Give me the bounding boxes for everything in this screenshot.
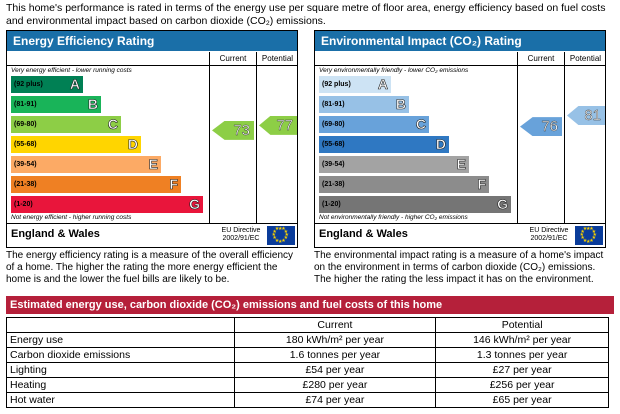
current-rating-pointer: 73 <box>212 120 254 140</box>
rating-band-b: (81-91) B <box>11 96 101 113</box>
energy-bottom-note: Not energy efficient - higher running co… <box>11 214 132 221</box>
band-letter: C <box>107 116 119 133</box>
environmental-impact-panel: Environmental Impact (CO₂) Rating Curren… <box>314 30 606 248</box>
costs-table: Current Potential Energy use 180 kWh/m² p… <box>6 317 609 408</box>
energy-current-header: Current <box>219 54 247 63</box>
band-letter: F <box>169 176 178 193</box>
band-letter: G <box>497 196 508 213</box>
environment-description: The environmental impact rating is a mea… <box>314 250 604 285</box>
rating-band-e: (39-54) E <box>319 156 469 173</box>
band-letter: C <box>415 116 427 133</box>
cost-potential-cell: 146 kWh/m² per year <box>435 332 609 348</box>
band-range: (55-68) <box>14 141 37 148</box>
costs-potential-header: Potential <box>435 317 609 333</box>
environment-top-note: Very environmentally friendly - lower CO… <box>319 67 469 74</box>
energy-top-note: Very energy efficient - lower running co… <box>11 67 132 74</box>
energy-eu-directive: EU Directive 2002/91/EC <box>221 227 261 242</box>
cost-current-cell: 180 kWh/m² per year <box>233 332 437 348</box>
cost-current-cell: £54 per year <box>233 362 437 378</box>
cost-current-cell: £280 per year <box>233 377 437 393</box>
band-letter: E <box>456 156 466 173</box>
cost-potential-cell: £65 per year <box>435 392 609 408</box>
band-letter: B <box>395 96 407 113</box>
rating-band-a: (92 plus) A <box>319 76 391 93</box>
table-row: Hot water £74 per year £65 per year <box>6 392 609 408</box>
cost-current-cell: £74 per year <box>233 392 437 408</box>
band-letter: G <box>189 196 200 213</box>
cost-label-cell: Carbon dioxide emissions <box>6 347 235 363</box>
environment-bottom-note: Not environmentally friendly - higher CO… <box>319 214 468 221</box>
rating-band-c: (69-80) C <box>11 116 121 133</box>
band-range: (81-91) <box>14 101 37 108</box>
rating-band-g: (1-20) G <box>11 196 203 213</box>
cost-label-cell: Hot water <box>6 392 235 408</box>
energy-efficiency-panel: Energy Efficiency Rating Current Potenti… <box>6 30 298 248</box>
cost-label-cell: Energy use <box>6 332 235 348</box>
band-range: (1-20) <box>14 201 33 208</box>
band-letter: A <box>69 76 81 93</box>
band-letter: F <box>477 176 486 193</box>
costs-header-row: Current Potential <box>6 317 609 333</box>
band-range: (92 plus) <box>322 81 351 88</box>
table-row: Carbon dioxide emissions 1.6 tonnes per y… <box>6 347 609 363</box>
energy-region-label: England & Wales <box>11 228 100 240</box>
rating-band-c: (69-80) C <box>319 116 429 133</box>
eu-flag-icon: ★ ★ ★ ★ ★ ★ ★ ★ ★ ★ ★ ★ <box>267 226 295 245</box>
cost-potential-cell: £256 per year <box>435 377 609 393</box>
costs-table-title: Estimated energy use, carbon dioxide (CO… <box>6 296 614 314</box>
costs-current-header: Current <box>233 317 437 333</box>
environment-panel-title: Environmental Impact (CO₂) Rating <box>315 31 605 51</box>
rating-band-f: (21-38) F <box>319 176 489 193</box>
rating-band-f: (21-38) F <box>11 176 181 193</box>
band-letter: E <box>148 156 158 173</box>
rating-band-e: (39-54) E <box>11 156 161 173</box>
band-range: (39-54) <box>322 161 345 168</box>
band-range: (1-20) <box>322 201 341 208</box>
rating-band-b: (81-91) B <box>319 96 409 113</box>
potential-rating-pointer: 81 <box>567 106 605 125</box>
energy-potential-header: Potential <box>261 54 294 63</box>
band-letter: D <box>127 136 139 153</box>
eu-flag-icon: ★ ★ ★ ★ ★ ★ ★ ★ ★ ★ ★ ★ <box>575 226 603 245</box>
table-row: Lighting £54 per year £27 per year <box>6 362 609 378</box>
environment-region-label: England & Wales <box>319 228 408 240</box>
rating-band-d: (55-68) D <box>11 136 141 153</box>
band-range: (39-54) <box>14 161 37 168</box>
cost-potential-cell: £27 per year <box>435 362 609 378</box>
cost-current-cell: 1.6 tonnes per year <box>233 347 437 363</box>
band-range: (69-80) <box>14 121 37 128</box>
rating-band-g: (1-20) G <box>319 196 511 213</box>
cost-label-cell: Heating <box>6 377 235 393</box>
cost-label-cell: Lighting <box>6 362 235 378</box>
band-range: (81-91) <box>322 101 345 108</box>
intro-text: This home's performance is rated in term… <box>6 2 606 27</box>
energy-panel-title: Energy Efficiency Rating <box>7 31 297 51</box>
band-letter: B <box>87 96 99 113</box>
cost-potential-cell: 1.3 tonnes per year <box>435 347 609 363</box>
rating-band-d: (55-68) D <box>319 136 449 153</box>
energy-description: The energy efficiency rating is a measur… <box>6 250 294 285</box>
band-letter: D <box>435 136 447 153</box>
table-row: Energy use 180 kWh/m² per year 146 kWh/m² … <box>6 332 609 348</box>
band-range: (92 plus) <box>14 81 43 88</box>
band-range: (21-38) <box>14 181 37 188</box>
environment-potential-header: Potential <box>569 54 602 63</box>
potential-rating-pointer: 77 <box>259 115 297 135</box>
environment-current-header: Current <box>527 54 555 63</box>
table-row: Heating £280 per year £256 per year <box>6 377 609 393</box>
rating-band-a: (92 plus) A <box>11 76 83 93</box>
environment-eu-directive: EU Directive 2002/91/EC <box>529 227 569 242</box>
band-letter: A <box>377 76 389 93</box>
band-range: (55-68) <box>322 141 345 148</box>
band-range: (69-80) <box>322 121 345 128</box>
band-range: (21-38) <box>322 181 345 188</box>
current-rating-pointer: 76 <box>520 117 562 137</box>
